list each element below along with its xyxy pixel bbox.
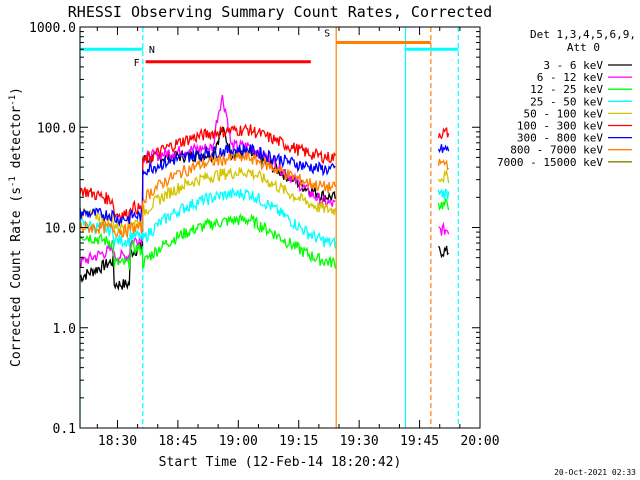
- series-line: [79, 213, 336, 270]
- series-line-segment: [437, 158, 450, 171]
- legend-header-line2: Att 0: [567, 41, 600, 54]
- chart-title: RHESSI Observing Summary Count Rates, Co…: [68, 3, 492, 21]
- y-axis-label-main: Corrected Count Rate (s: [9, 187, 24, 367]
- annotation-bars: NF S: [80, 29, 459, 69]
- y-axis-label-sup2: -1: [8, 95, 18, 106]
- x-tick-label: 19:30: [340, 434, 379, 449]
- x-axis: 18:30 18:45 19:00 19:15 19:30 19:45 20:00: [96, 27, 500, 449]
- y-axis-label-sup1: -1: [8, 176, 18, 187]
- x-tick-label: 20:00: [460, 434, 499, 449]
- series-line-segment: [438, 221, 450, 236]
- y-axis-label: Corrected Count Rate (s-1 detector-1): [8, 87, 24, 367]
- series-line-segment: [437, 188, 450, 200]
- annotation-label: N: [149, 45, 155, 56]
- legend-label: 100 - 300 keV: [517, 120, 603, 133]
- legend-header-line1: Det 1,3,4,5,6,9,: [530, 28, 636, 41]
- legend-label: 800 - 7000 keV: [510, 144, 603, 157]
- legend-label: 50 - 100 keV: [524, 107, 604, 120]
- legend-label: 3 - 6 keV: [543, 59, 603, 72]
- series-line-segment: [437, 245, 450, 259]
- series-line: [79, 142, 336, 228]
- legend-label: 7000 - 15000 keV: [497, 156, 603, 169]
- y-tick-label: 1.0: [53, 322, 76, 337]
- y-tick-label: 0.1: [53, 422, 76, 437]
- legend-label: 6 - 12 keV: [537, 71, 604, 84]
- y-axis-label-end: ): [9, 87, 24, 95]
- series-line: [79, 149, 336, 240]
- annotation-label: S: [324, 29, 330, 40]
- series-line: [79, 123, 336, 222]
- y-axis-label-mid: detector: [9, 106, 24, 177]
- x-axis-label: Start Time (12-Feb-14 18:20:42): [159, 455, 402, 470]
- x-tick-label: 18:30: [98, 434, 137, 449]
- series-line-segment: [437, 198, 450, 211]
- y-tick-label: 10.0: [45, 222, 76, 237]
- series-line-segment: [437, 126, 450, 140]
- series-layer: [79, 94, 450, 292]
- annotation-label: F: [134, 58, 140, 69]
- y-tick-label: 1000.0: [29, 21, 76, 36]
- x-tick-label: 19:15: [279, 434, 318, 449]
- legend-label: 25 - 50 keV: [530, 95, 603, 108]
- x-tick-label: 19:00: [219, 434, 258, 449]
- series-line: [79, 166, 336, 236]
- footer-date: 20-Oct-2021 02:33: [554, 468, 636, 477]
- x-tick-label: 18:45: [158, 434, 197, 449]
- series-line: [79, 187, 336, 249]
- y-tick-label: 100.0: [37, 121, 76, 136]
- series-line-segment: [437, 168, 450, 184]
- legend-label: 300 - 800 keV: [517, 132, 603, 145]
- x-tick-label: 19:45: [400, 434, 439, 449]
- y-axis: 0.1 1.0 10.0 100.0 1000.0: [29, 21, 480, 437]
- series-line-segment: [437, 144, 450, 154]
- legend-label: 12 - 25 keV: [530, 83, 603, 96]
